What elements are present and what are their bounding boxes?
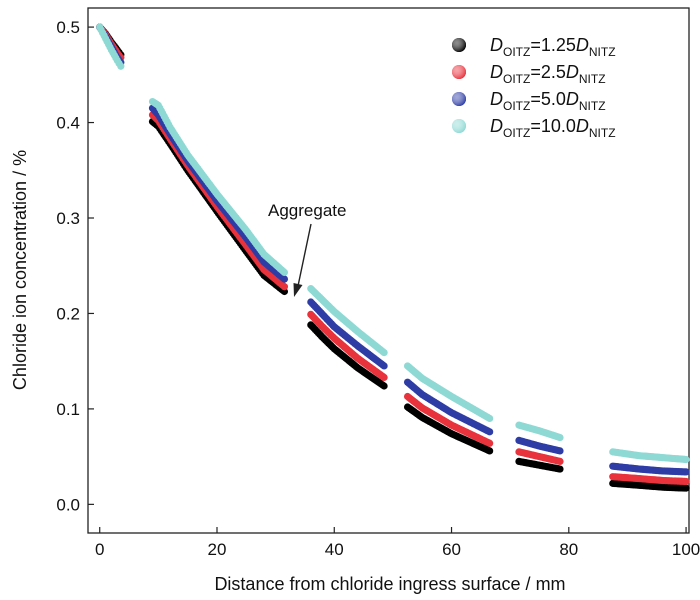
data-point — [556, 433, 564, 442]
legend-label-part: NITZ — [589, 126, 616, 140]
data-point — [556, 457, 564, 466]
annotation: Aggregate — [268, 201, 346, 297]
data-point — [682, 477, 690, 486]
data-point — [682, 484, 690, 492]
legend-item: DOITZ=5.0DNITZ — [452, 89, 606, 113]
x-tick-label: 20 — [208, 540, 227, 559]
x-axis-label: Distance from chloride ingress surface /… — [214, 574, 565, 594]
x-axis-ticks: 0 20 40 60 80 100 — [95, 527, 700, 559]
legend-label-part: D — [490, 89, 503, 109]
data-point — [556, 447, 564, 455]
plot-frame — [87, 7, 690, 534]
legend-label: DOITZ=10.0DNITZ — [490, 116, 616, 140]
legend-marker-shine — [452, 92, 466, 106]
legend-label-part: D — [576, 116, 589, 136]
legend-label: DOITZ=2.5DNITZ — [490, 62, 606, 86]
data-point — [682, 468, 690, 476]
legend-label-part: NITZ — [589, 45, 616, 59]
y-tick-label: 0.1 — [56, 400, 80, 419]
legend-label-part: D — [490, 62, 503, 82]
legend-label-part: D — [490, 116, 503, 136]
series-3 — [96, 23, 690, 476]
data-point — [280, 283, 289, 291]
data-point — [486, 428, 494, 436]
legend-label-part: NITZ — [579, 99, 606, 113]
legend-label-part: NITZ — [579, 72, 606, 86]
legend-label-part: =1.25 — [530, 35, 576, 55]
y-tick-label: 0.3 — [56, 209, 80, 228]
y-tick-label: 0.5 — [56, 18, 80, 37]
data-point — [486, 439, 494, 447]
x-tick-label: 60 — [442, 540, 461, 559]
legend-label-part: D — [576, 35, 589, 55]
legend: DOITZ=1.25DNITZDOITZ=2.5DNITZDOITZ=5.0DN… — [452, 35, 616, 140]
legend-label-part: OITZ — [503, 99, 530, 113]
legend-label-part: =5.0 — [530, 89, 566, 109]
series-layer — [96, 23, 690, 492]
annotation-arrow-shaft — [297, 223, 312, 287]
data-point — [380, 382, 388, 390]
legend-label-part: OITZ — [503, 126, 530, 140]
legend-marker-shine — [452, 65, 466, 79]
series-4 — [96, 23, 690, 464]
annotation-label: Aggregate — [268, 201, 346, 220]
data-point — [117, 62, 125, 70]
legend-label-part: D — [566, 89, 579, 109]
legend-item: DOITZ=1.25DNITZ — [452, 35, 616, 59]
data-point — [380, 362, 388, 370]
legend-label-part: D — [566, 62, 579, 82]
y-tick-label: 0.2 — [56, 304, 80, 323]
legend-label-part: OITZ — [503, 72, 530, 86]
legend-label: DOITZ=1.25DNITZ — [490, 35, 616, 59]
legend-label-part: =2.5 — [530, 62, 566, 82]
x-tick-label: 0 — [95, 540, 104, 559]
y-tick-label: 0.4 — [56, 114, 80, 133]
legend-item: DOITZ=2.5DNITZ — [452, 62, 606, 86]
data-point — [280, 275, 289, 283]
data-point — [486, 414, 494, 423]
legend-marker-shine — [452, 38, 466, 52]
data-point — [280, 268, 289, 277]
series-2 — [96, 23, 690, 486]
data-point — [380, 348, 388, 357]
data-point — [486, 447, 494, 455]
legend-marker-shine — [452, 119, 466, 133]
x-tick-label: 40 — [325, 540, 344, 559]
data-point — [380, 373, 388, 382]
legend-label-part: =10.0 — [530, 116, 576, 136]
x-tick-label: 80 — [559, 540, 578, 559]
legend-label: DOITZ=5.0DNITZ — [490, 89, 606, 113]
data-point — [682, 455, 690, 464]
series-1 — [96, 23, 690, 492]
legend-item: DOITZ=10.0DNITZ — [452, 116, 616, 140]
legend-label-part: D — [490, 35, 503, 55]
y-axis-label: Chloride ion concentration / % — [10, 150, 30, 390]
annotation-arrowhead — [293, 283, 303, 297]
y-tick-label: 0.0 — [56, 495, 80, 514]
data-point — [556, 465, 564, 473]
x-tick-label: 100 — [672, 540, 700, 559]
y-axis-ticks: 0.0 0.1 0.2 0.3 0.4 0.5 — [56, 18, 94, 514]
legend-label-part: OITZ — [503, 45, 530, 59]
